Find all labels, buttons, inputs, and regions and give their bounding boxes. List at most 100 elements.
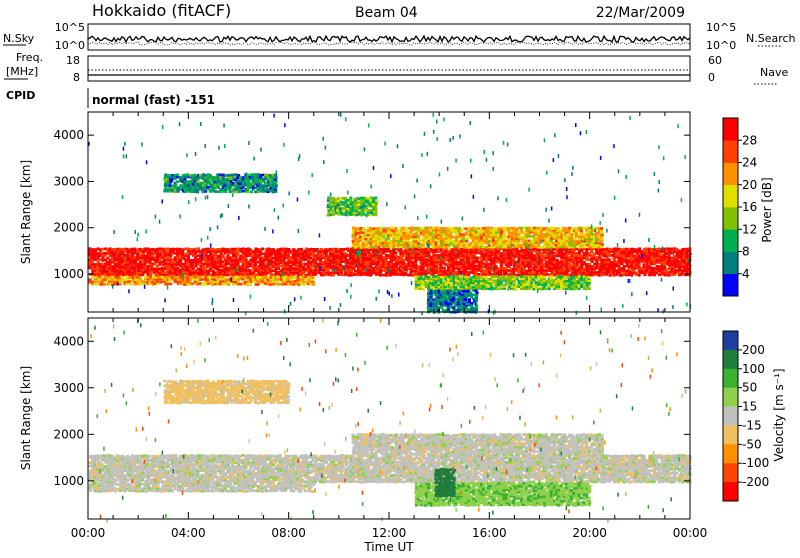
heatmap-cell (525, 275, 528, 278)
heatmap-cell (209, 268, 212, 271)
heatmap-cell (196, 180, 199, 183)
heatmap-cell (667, 255, 670, 258)
heatmap-cell (633, 263, 636, 266)
nsky-tick-top: 10^5 (55, 21, 85, 34)
heatmap-cell (430, 236, 433, 239)
heatmap-cell (367, 271, 370, 274)
nave-tick-top: 60 (708, 54, 722, 67)
heatmap-cell (332, 212, 335, 215)
heatmap-cell (289, 250, 292, 253)
heatmap-cell (402, 227, 405, 230)
heatmap-cell (570, 237, 573, 240)
heatmap-cell (673, 255, 676, 258)
heatmap-cell (299, 261, 302, 264)
heatmap-cell (429, 278, 432, 281)
heatmap-cell (299, 263, 302, 266)
heatmap-cell (417, 242, 420, 245)
heatmap-cell (274, 186, 277, 189)
heatmap-cell (432, 229, 435, 232)
heatmap-cell (161, 267, 164, 270)
heatmap-cell (226, 274, 229, 277)
heatmap-cell (374, 212, 377, 215)
heatmap-cell (231, 257, 234, 260)
heatmap-cell (246, 189, 249, 192)
heatmap-cell (373, 227, 376, 230)
heatmap-cell (143, 263, 146, 266)
heatmap-cell (502, 257, 505, 260)
heatmap-cell (149, 261, 152, 264)
heatmap-cell (134, 261, 137, 264)
beam-title: Beam 04 (355, 5, 418, 21)
heatmap-cell (422, 246, 425, 249)
heatmap-cell (389, 244, 392, 247)
heatmap-cell (623, 254, 626, 257)
heatmap-cell (457, 265, 460, 268)
heatmap-cell (342, 253, 345, 256)
heatmap-cell (186, 263, 189, 266)
heatmap-cell (590, 248, 593, 251)
heatmap-cell (212, 270, 215, 273)
heatmap-cell (219, 174, 222, 177)
heatmap-cell (297, 276, 300, 279)
heatmap-cell (241, 258, 244, 261)
heatmap-cell (171, 258, 174, 261)
heatmap-cell (297, 267, 300, 270)
heatmap-cell (530, 265, 533, 268)
heatmap-cell (297, 253, 300, 256)
heatmap-cell (249, 283, 252, 286)
heatmap-cell (247, 252, 250, 255)
heatmap-cell (236, 176, 239, 179)
heatmap-cell (234, 173, 237, 176)
heatmap-cell (467, 259, 470, 262)
heatmap-cell (447, 265, 450, 268)
heatmap-cell (192, 275, 195, 278)
heatmap-cell (256, 276, 259, 279)
heatmap-cell (404, 227, 407, 230)
heatmap-cell (189, 253, 192, 256)
heatmap-cell (259, 281, 262, 284)
heatmap-cell (204, 256, 207, 259)
heatmap-cell (422, 237, 425, 240)
heatmap-cell (375, 246, 378, 249)
heatmap-cell (435, 257, 438, 260)
power-heatmap (88, 113, 692, 316)
heatmap-cell (111, 248, 114, 251)
heatmap-cell (575, 258, 578, 261)
heatmap-cell (121, 248, 124, 251)
heatmap-cell (126, 248, 129, 251)
heatmap-cell (492, 284, 495, 287)
heatmap-cell (279, 261, 282, 264)
heatmap-cell (562, 267, 565, 270)
heatmap-cell (563, 261, 566, 264)
heatmap-cell (329, 259, 332, 262)
heatmap-cell (683, 259, 686, 262)
heatmap-cell (344, 197, 347, 200)
heatmap-cell (399, 232, 402, 235)
heatmap-cell (304, 256, 307, 259)
heatmap-cell (464, 228, 467, 231)
heatmap-cell (104, 276, 107, 279)
heatmap-cell (201, 248, 204, 251)
heatmap-cell (438, 240, 441, 243)
heatmap-cell (497, 276, 500, 279)
heatmap-cell (552, 252, 555, 255)
heatmap-cell (675, 263, 678, 266)
heatmap-cell (454, 258, 457, 261)
heatmap-cell (101, 248, 104, 251)
heatmap-cell (289, 283, 292, 286)
nave-label: Nave (760, 66, 788, 79)
heatmap-cell (429, 284, 432, 287)
heatmap-cell (282, 281, 285, 284)
heatmap-cell (660, 250, 663, 253)
heatmap-cell (552, 248, 555, 251)
heatmap-cell (660, 259, 663, 262)
heatmap-cell (600, 246, 603, 249)
heatmap-cell (309, 251, 312, 254)
heatmap-cell (545, 227, 548, 230)
heatmap-cell (437, 259, 440, 262)
heatmap-cell (525, 257, 528, 260)
heatmap-cell (409, 271, 412, 274)
heatmap-cell (571, 244, 574, 247)
heatmap-cell (364, 252, 367, 255)
heatmap-cell (480, 282, 483, 285)
